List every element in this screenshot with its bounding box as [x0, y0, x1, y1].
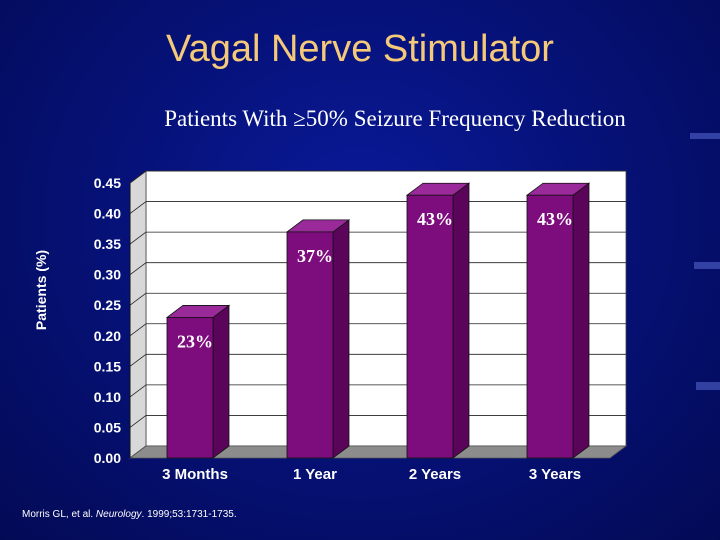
y-tick-label: 0.00 — [94, 450, 121, 466]
x-tick-label: 1 Year — [293, 466, 337, 483]
citation-footnote: Morris GL, et al. Neurology. 1999;53:173… — [22, 509, 237, 520]
x-tick-label: 2 Years — [409, 466, 461, 483]
y-tick-label: 0.05 — [94, 419, 121, 435]
x-tick-label: 3 Years — [529, 466, 581, 483]
gridline-side — [129, 415, 147, 428]
gridline-side — [129, 323, 147, 337]
gridline-side — [129, 384, 147, 398]
decorative-stripe — [694, 262, 720, 269]
y-tick-label: 0.10 — [94, 389, 121, 405]
slide-subtitle: Patients With ≥50% Seizure Frequency Red… — [164, 106, 626, 131]
gridline-side — [129, 354, 147, 367]
bar — [526, 194, 574, 459]
y-tick-label: 0.20 — [94, 328, 121, 344]
slide-title: Vagal Nerve Stimulator — [166, 28, 554, 70]
data-label: 43% — [417, 209, 453, 229]
y-tick-label: 0.15 — [94, 358, 121, 374]
decorative-stripe — [690, 133, 720, 139]
data-label: 43% — [537, 209, 573, 229]
y-axis-label: Patients (%) — [33, 250, 49, 330]
y-tick-label: 0.45 — [94, 175, 121, 191]
bar — [406, 194, 454, 459]
decorative-stripe — [696, 382, 720, 390]
bar-side — [452, 182, 470, 459]
gridline-side — [129, 262, 147, 275]
bar — [166, 317, 214, 459]
bar-side — [572, 182, 590, 459]
y-tick-label: 0.30 — [94, 267, 121, 283]
data-label: 37% — [297, 246, 333, 266]
citation-authors: Morris GL, et al. — [22, 509, 94, 520]
gridline-side — [129, 292, 147, 306]
y-tick-label: 0.35 — [94, 236, 121, 252]
citation-journal: Neurology — [95, 509, 142, 520]
gridline-side — [129, 201, 147, 214]
bar-side — [332, 219, 350, 459]
plot-side-wall — [129, 170, 147, 459]
x-tick-label: 3 Months — [162, 466, 228, 483]
bar — [286, 231, 334, 459]
y-tick-label: 0.25 — [94, 297, 121, 313]
gridline-side — [129, 231, 147, 245]
citation-details: . 1999;53:1731-1735. — [141, 509, 237, 520]
data-label: 23% — [177, 331, 213, 351]
gridline-side — [129, 170, 147, 184]
bar-side — [212, 304, 230, 459]
y-tick-label: 0.40 — [94, 206, 121, 222]
